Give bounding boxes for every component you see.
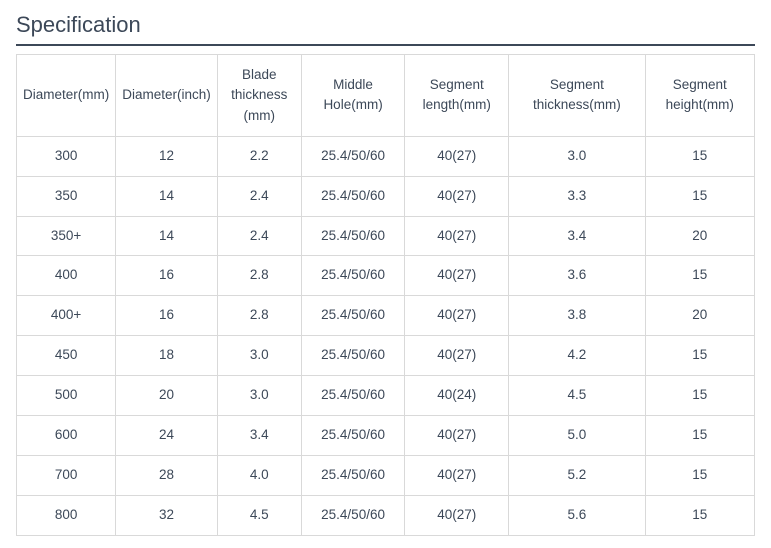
table-cell: 3.3 <box>509 176 646 216</box>
table-cell: 25.4/50/60 <box>301 256 405 296</box>
table-cell: 15 <box>645 495 754 535</box>
table-cell: 15 <box>645 336 754 376</box>
table-cell: 40(24) <box>405 376 509 416</box>
table-row: 600243.425.4/50/6040(27)5.015 <box>17 415 755 455</box>
table-cell: 3.6 <box>509 256 646 296</box>
table-cell: 2.4 <box>217 176 301 216</box>
table-cell: 25.4/50/60 <box>301 136 405 176</box>
table-cell: 5.2 <box>509 455 646 495</box>
table-row: 500203.025.4/50/6040(24)4.515 <box>17 376 755 416</box>
table-cell: 450 <box>17 336 116 376</box>
table-cell: 4.5 <box>509 376 646 416</box>
table-cell: 40(27) <box>405 455 509 495</box>
table-cell: 40(27) <box>405 176 509 216</box>
table-row: 350142.425.4/50/6040(27)3.315 <box>17 176 755 216</box>
table-cell: 600 <box>17 415 116 455</box>
table-cell: 15 <box>645 376 754 416</box>
table-cell: 2.8 <box>217 296 301 336</box>
table-cell: 25.4/50/60 <box>301 495 405 535</box>
table-row: 350+142.425.4/50/6040(27)3.420 <box>17 216 755 256</box>
table-cell: 3.4 <box>509 216 646 256</box>
table-cell: 15 <box>645 256 754 296</box>
table-cell: 400+ <box>17 296 116 336</box>
table-cell: 3.0 <box>217 376 301 416</box>
table-header-cell: Diameter(inch) <box>116 55 218 137</box>
table-cell: 700 <box>17 455 116 495</box>
table-cell: 25.4/50/60 <box>301 415 405 455</box>
table-header-cell: Middle Hole(mm) <box>301 55 405 137</box>
table-cell: 4.0 <box>217 455 301 495</box>
table-body: 300122.225.4/50/6040(27)3.015350142.425.… <box>17 136 755 535</box>
table-cell: 3.0 <box>217 336 301 376</box>
table-head: Diameter(mm)Diameter(inch)Blade thicknes… <box>17 55 755 137</box>
table-cell: 15 <box>645 455 754 495</box>
table-cell: 14 <box>116 216 218 256</box>
table-cell: 25.4/50/60 <box>301 336 405 376</box>
table-cell: 2.4 <box>217 216 301 256</box>
table-cell: 12 <box>116 136 218 176</box>
table-cell: 40(27) <box>405 256 509 296</box>
table-cell: 40(27) <box>405 336 509 376</box>
table-cell: 25.4/50/60 <box>301 176 405 216</box>
table-cell: 3.8 <box>509 296 646 336</box>
table-header-cell: Segment thickness(mm) <box>509 55 646 137</box>
table-cell: 32 <box>116 495 218 535</box>
table-cell: 800 <box>17 495 116 535</box>
table-cell: 25.4/50/60 <box>301 296 405 336</box>
table-row: 300122.225.4/50/6040(27)3.015 <box>17 136 755 176</box>
table-cell: 4.2 <box>509 336 646 376</box>
table-cell: 40(27) <box>405 136 509 176</box>
table-cell: 15 <box>645 136 754 176</box>
section-title: Specification <box>16 12 755 46</box>
table-header-cell: Diameter(mm) <box>17 55 116 137</box>
table-cell: 4.5 <box>217 495 301 535</box>
table-row: 450183.025.4/50/6040(27)4.215 <box>17 336 755 376</box>
table-cell: 25.4/50/60 <box>301 376 405 416</box>
table-cell: 40(27) <box>405 495 509 535</box>
table-row: 400+162.825.4/50/6040(27)3.820 <box>17 296 755 336</box>
table-row: 400162.825.4/50/6040(27)3.615 <box>17 256 755 296</box>
table-cell: 20 <box>645 296 754 336</box>
table-cell: 3.0 <box>509 136 646 176</box>
table-row: 700284.025.4/50/6040(27)5.215 <box>17 455 755 495</box>
specification-table: Diameter(mm)Diameter(inch)Blade thicknes… <box>16 54 755 536</box>
table-cell: 40(27) <box>405 415 509 455</box>
table-cell: 14 <box>116 176 218 216</box>
table-row: 800324.525.4/50/6040(27)5.615 <box>17 495 755 535</box>
table-cell: 24 <box>116 415 218 455</box>
table-cell: 350 <box>17 176 116 216</box>
table-header-cell: Segment length(mm) <box>405 55 509 137</box>
table-cell: 18 <box>116 336 218 376</box>
table-header-row: Diameter(mm)Diameter(inch)Blade thicknes… <box>17 55 755 137</box>
table-cell: 25.4/50/60 <box>301 455 405 495</box>
table-cell: 40(27) <box>405 216 509 256</box>
table-cell: 350+ <box>17 216 116 256</box>
table-cell: 20 <box>116 376 218 416</box>
table-header-cell: Blade thickness (mm) <box>217 55 301 137</box>
table-cell: 16 <box>116 256 218 296</box>
table-cell: 2.8 <box>217 256 301 296</box>
table-cell: 500 <box>17 376 116 416</box>
table-cell: 400 <box>17 256 116 296</box>
table-cell: 15 <box>645 415 754 455</box>
table-cell: 3.4 <box>217 415 301 455</box>
table-cell: 5.6 <box>509 495 646 535</box>
table-cell: 25.4/50/60 <box>301 216 405 256</box>
table-cell: 2.2 <box>217 136 301 176</box>
table-cell: 20 <box>645 216 754 256</box>
table-cell: 15 <box>645 176 754 216</box>
table-cell: 28 <box>116 455 218 495</box>
table-cell: 300 <box>17 136 116 176</box>
table-cell: 40(27) <box>405 296 509 336</box>
table-cell: 16 <box>116 296 218 336</box>
table-cell: 5.0 <box>509 415 646 455</box>
table-header-cell: Segment height(mm) <box>645 55 754 137</box>
